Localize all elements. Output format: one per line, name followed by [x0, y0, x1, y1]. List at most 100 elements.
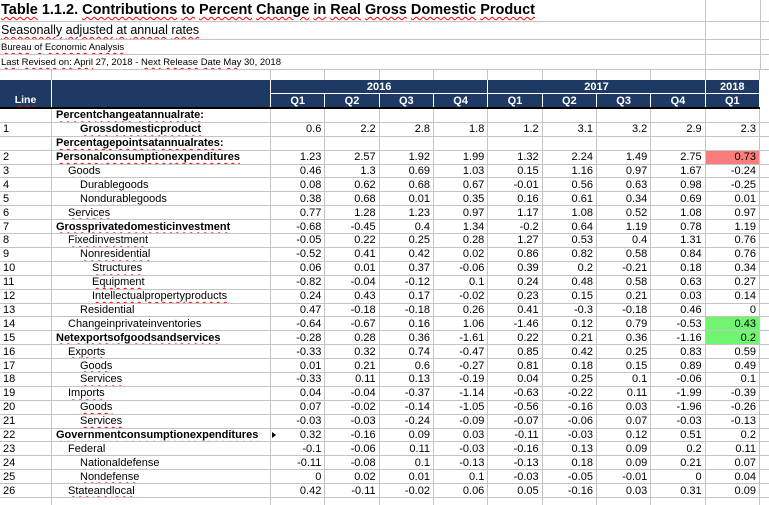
data-cell[interactable]: -1.96	[651, 400, 706, 414]
row-label[interactable]: Goods	[52, 359, 271, 372]
data-cell[interactable]: -0.82	[271, 275, 326, 289]
data-cell[interactable]: 0.18	[651, 261, 706, 275]
data-cell[interactable]: -1.16	[651, 331, 706, 345]
data-cell[interactable]: -0.04	[325, 386, 380, 400]
data-cell[interactable]: 0.67	[434, 178, 489, 192]
row-label[interactable]: Personal consumption expenditures	[52, 150, 271, 164]
data-cell[interactable]: 1.19	[597, 220, 652, 234]
data-cell[interactable]: 0.4	[597, 234, 652, 247]
data-cell[interactable]: 0.06	[434, 484, 489, 497]
data-cell[interactable]: 0.13	[543, 442, 597, 456]
data-cell[interactable]: -0.06	[434, 261, 489, 275]
data-cell[interactable]: 0.89	[651, 359, 706, 372]
row-line-number[interactable]: 25	[0, 470, 52, 484]
data-cell[interactable]: 0.97	[434, 206, 489, 220]
data-cell[interactable]: 0.09	[706, 484, 760, 497]
highlighted-cell[interactable]: 0.73	[705, 150, 760, 164]
data-cell[interactable]: -0.05	[543, 470, 597, 484]
data-cell[interactable]: 0.86	[488, 247, 543, 261]
data-cell[interactable]: -0.28	[271, 331, 326, 345]
data-cell[interactable]: -0.2	[488, 220, 543, 234]
data-cell[interactable]: 0.24	[271, 289, 326, 303]
data-cell[interactable]: -0.11	[325, 484, 380, 497]
data-cell[interactable]: 0.16	[380, 317, 434, 331]
row-line-number[interactable]: 7	[0, 220, 52, 234]
row-label[interactable]: Change in private inventories	[52, 317, 271, 331]
data-cell[interactable]: -0.1	[271, 442, 326, 456]
data-cell[interactable]: 0.84	[651, 247, 706, 261]
data-cell[interactable]: 0.51	[651, 428, 706, 442]
data-cell[interactable]: 0.32	[271, 428, 326, 442]
quarter-header[interactable]: Q2	[542, 94, 597, 107]
data-cell[interactable]: 0.49	[706, 359, 760, 372]
data-cell[interactable]: -0.01	[488, 178, 543, 192]
data-cell[interactable]: -0.56	[488, 400, 543, 414]
data-cell[interactable]	[706, 136, 760, 150]
data-cell[interactable]: 0.1	[597, 372, 652, 386]
data-cell[interactable]: -0.16	[488, 442, 543, 456]
data-cell[interactable]: -0.52	[271, 247, 326, 261]
data-cell[interactable]: 0.62	[325, 178, 380, 192]
row-line-number[interactable]: 3	[0, 164, 52, 178]
data-cell[interactable]: 0.58	[597, 275, 652, 289]
data-cell[interactable]: -0.68	[271, 220, 326, 234]
row-label[interactable]: National defense	[52, 456, 271, 470]
data-cell[interactable]: 1.23	[380, 206, 434, 220]
quarter-header[interactable]: Q1	[271, 94, 326, 107]
row-line-number[interactable]: 13	[0, 303, 52, 317]
data-cell[interactable]: 0.07	[597, 414, 652, 428]
data-cell[interactable]: -0.37	[380, 386, 434, 400]
data-cell[interactable]: -0.06	[543, 414, 597, 428]
row-line-number[interactable]: 15	[0, 331, 52, 345]
quarter-header[interactable]: Q3	[379, 94, 434, 107]
data-cell[interactable]: 0.03	[597, 484, 652, 497]
data-cell[interactable]: 0.28	[325, 331, 380, 345]
data-cell[interactable]: 0.01	[325, 261, 380, 275]
data-cell[interactable]: 0	[271, 470, 326, 484]
data-cell[interactable]: 0.21	[597, 289, 652, 303]
data-cell[interactable]: -0.33	[271, 345, 326, 359]
data-cell[interactable]: 0.98	[651, 178, 706, 192]
data-cell[interactable]: 0.11	[706, 442, 760, 456]
data-cell[interactable]: 0.52	[597, 206, 652, 220]
row-label[interactable]: State and local	[52, 484, 271, 497]
data-cell[interactable]: 0.01	[271, 359, 326, 372]
data-cell[interactable]: -0.39	[706, 386, 760, 400]
row-line-number[interactable]: 12	[0, 289, 52, 303]
data-cell[interactable]: 1.17	[488, 206, 543, 220]
data-cell[interactable]: -0.02	[325, 400, 380, 414]
data-cell[interactable]: 2.8	[380, 122, 434, 136]
data-cell[interactable]: -0.05	[271, 234, 326, 247]
data-cell[interactable]: -1.46	[488, 317, 543, 331]
quarter-header[interactable]: Q2	[325, 94, 380, 107]
row-line-number[interactable]	[0, 109, 52, 122]
data-cell[interactable]: 0.35	[434, 192, 489, 206]
row-label[interactable]: Gross domestic product	[52, 122, 271, 136]
data-cell[interactable]: 1.08	[651, 206, 706, 220]
data-cell[interactable]: 0.6	[271, 122, 326, 136]
data-cell[interactable]: 0.34	[706, 261, 760, 275]
data-cell[interactable]: 0.18	[543, 359, 597, 372]
data-cell[interactable]: 0.79	[597, 317, 652, 331]
data-cell[interactable]: 0.43	[325, 289, 380, 303]
data-cell[interactable]: 0.03	[434, 428, 489, 442]
data-cell[interactable]: -0.03	[325, 414, 380, 428]
data-cell[interactable]: 0.14	[706, 289, 760, 303]
data-cell[interactable]: 0.36	[380, 331, 434, 345]
data-cell[interactable]: 0.21	[651, 456, 706, 470]
data-cell[interactable]: 3.2	[597, 122, 652, 136]
data-cell[interactable]: 0.64	[543, 220, 597, 234]
row-line-number[interactable]: 24	[0, 456, 52, 470]
data-cell[interactable]: 0.53	[543, 234, 597, 247]
stub-column-header[interactable]	[52, 80, 271, 107]
data-cell[interactable]: 0.01	[380, 192, 434, 206]
data-cell[interactable]: 0.6	[380, 359, 434, 372]
data-cell[interactable]: 0.01	[380, 470, 434, 484]
data-cell[interactable]: 0.74	[380, 345, 434, 359]
row-label[interactable]: Nondurable goods	[52, 192, 271, 206]
row-line-number[interactable]: 23	[0, 442, 52, 456]
data-cell[interactable]: 0.42	[271, 484, 326, 497]
quarter-header[interactable]: Q4	[651, 94, 706, 107]
row-label[interactable]: Goods	[52, 400, 271, 414]
row-line-number[interactable]: 17	[0, 359, 52, 372]
